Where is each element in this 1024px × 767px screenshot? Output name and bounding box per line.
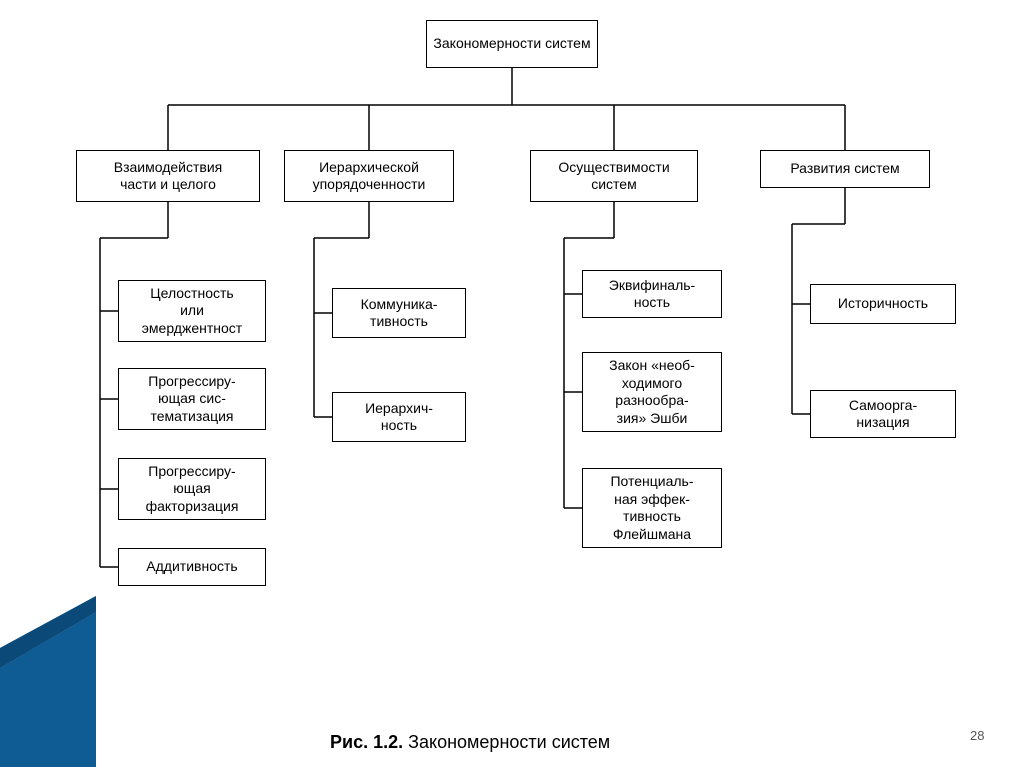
decorative-prism bbox=[0, 0, 110, 767]
leaf-node: Иерархич-ность bbox=[332, 392, 466, 442]
root-node: Закономерности систем bbox=[426, 20, 598, 68]
leaf-label: Иерархич-ность bbox=[365, 400, 433, 435]
category-node: Осуществимостисистем bbox=[530, 150, 698, 202]
category-label: Взаимодействиячасти и целого bbox=[114, 159, 223, 194]
category-node: Развития систем bbox=[760, 150, 930, 188]
root-label: Закономерности систем bbox=[433, 35, 590, 53]
leaf-node: Потенциаль-ная эффек-тивностьФлейшмана bbox=[582, 468, 722, 548]
page-number: 28 bbox=[970, 728, 984, 743]
leaf-label: Целостностьилиэмерджентност bbox=[142, 285, 242, 338]
leaf-node: Историчность bbox=[810, 284, 956, 324]
category-label: Развития систем bbox=[790, 160, 899, 178]
leaf-label: Потенциаль-ная эффек-тивностьФлейшмана bbox=[610, 473, 693, 543]
figure-caption: Рис. 1.2. Закономерности систем bbox=[330, 732, 610, 753]
leaf-label: Самоорга-низация bbox=[849, 397, 917, 432]
leaf-node: Прогрессиру-ющая сис-тематизация bbox=[118, 368, 266, 430]
leaf-label: Аддитивность bbox=[146, 558, 237, 576]
leaf-node: Целостностьилиэмерджентност bbox=[118, 280, 266, 342]
leaf-label: Прогрессиру-ющаяфакторизация bbox=[146, 463, 239, 516]
category-label: Иерархическойупорядоченности bbox=[313, 159, 426, 194]
leaf-node: Коммуника-тивность bbox=[332, 288, 466, 338]
leaf-label: Коммуника-тивность bbox=[361, 296, 438, 331]
leaf-label: Историчность bbox=[838, 295, 928, 313]
leaf-label: Эквифиналь-ность bbox=[609, 277, 695, 312]
leaf-label: Закон «необ-ходимогоразнообра-зия» Эшби bbox=[609, 357, 695, 427]
leaf-node: Эквифиналь-ность bbox=[582, 270, 722, 318]
category-label: Осуществимостисистем bbox=[558, 159, 669, 194]
leaf-node: Прогрессиру-ющаяфакторизация bbox=[118, 458, 266, 520]
leaf-node: Самоорга-низация bbox=[810, 390, 956, 438]
leaf-node: Аддитивность bbox=[118, 548, 266, 586]
caption-text: Закономерности систем bbox=[408, 732, 610, 752]
leaf-node: Закон «необ-ходимогоразнообра-зия» Эшби bbox=[582, 352, 722, 432]
caption-prefix: Рис. 1.2. bbox=[330, 732, 403, 752]
category-node: Иерархическойупорядоченности bbox=[284, 150, 454, 202]
leaf-label: Прогрессиру-ющая сис-тематизация bbox=[148, 373, 235, 426]
